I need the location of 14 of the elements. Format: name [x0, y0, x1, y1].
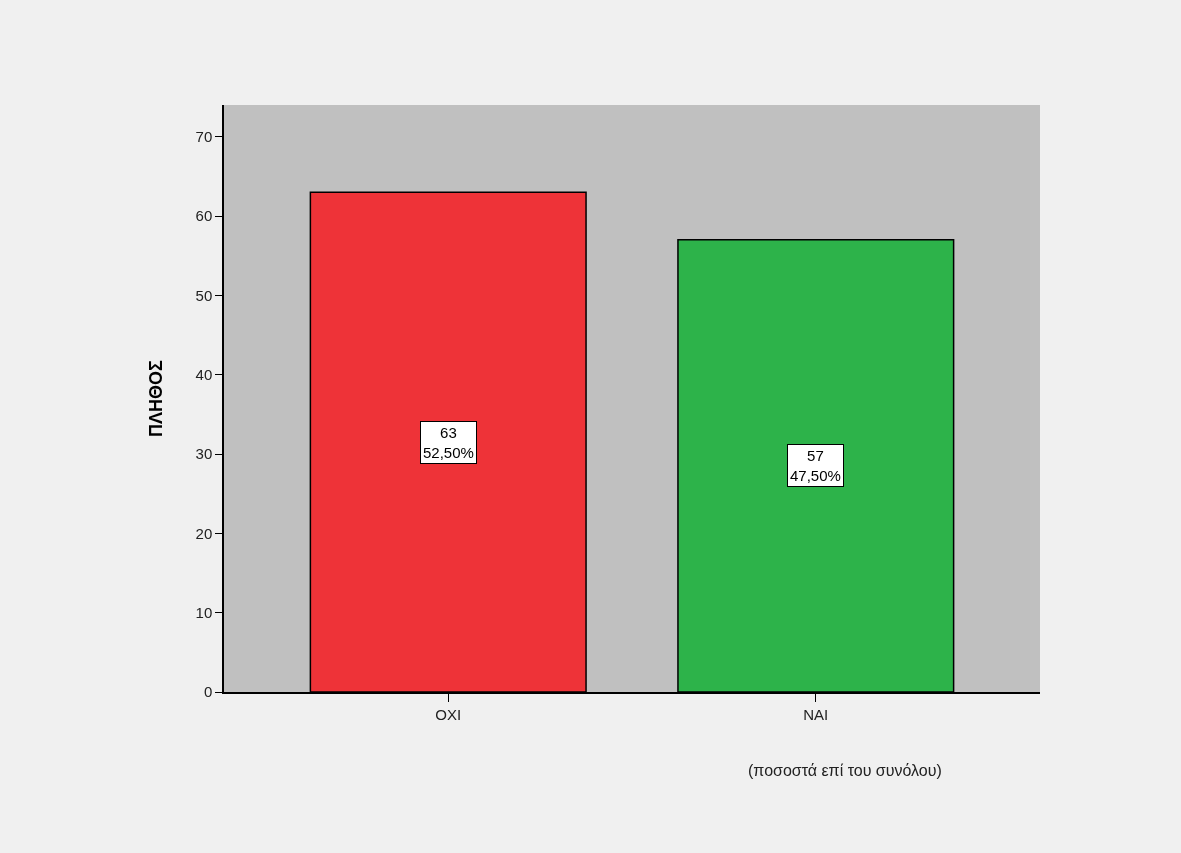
y-tick-label: 60 [195, 207, 213, 225]
x-tick-label: ΟΧΙ [435, 705, 462, 723]
y-tick-label: 70 [195, 127, 213, 145]
y-axis-title: ΠΛΗΘΟΣ [146, 359, 167, 437]
y-tick-label: 30 [195, 445, 213, 463]
y-tick-label: 10 [195, 603, 213, 621]
x-tick-label: ΝΑΙ [803, 705, 829, 723]
y-tick-label: 20 [195, 524, 213, 542]
x-axis-title: (ποσοστά επί του συνόλου) [748, 762, 942, 779]
y-tick-label: 50 [195, 286, 213, 304]
y-tick-label: 40 [195, 365, 213, 383]
data-label: 63 52,50% [423, 424, 474, 461]
y-tick-label: 0 [203, 683, 213, 701]
data-label: 57 47,50% [790, 447, 841, 484]
